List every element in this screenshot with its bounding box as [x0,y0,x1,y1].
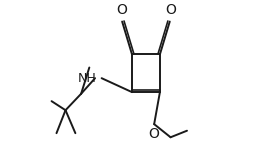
Text: O: O [116,3,127,17]
Text: O: O [148,127,159,141]
Text: O: O [165,3,176,17]
Text: NH: NH [78,72,97,85]
